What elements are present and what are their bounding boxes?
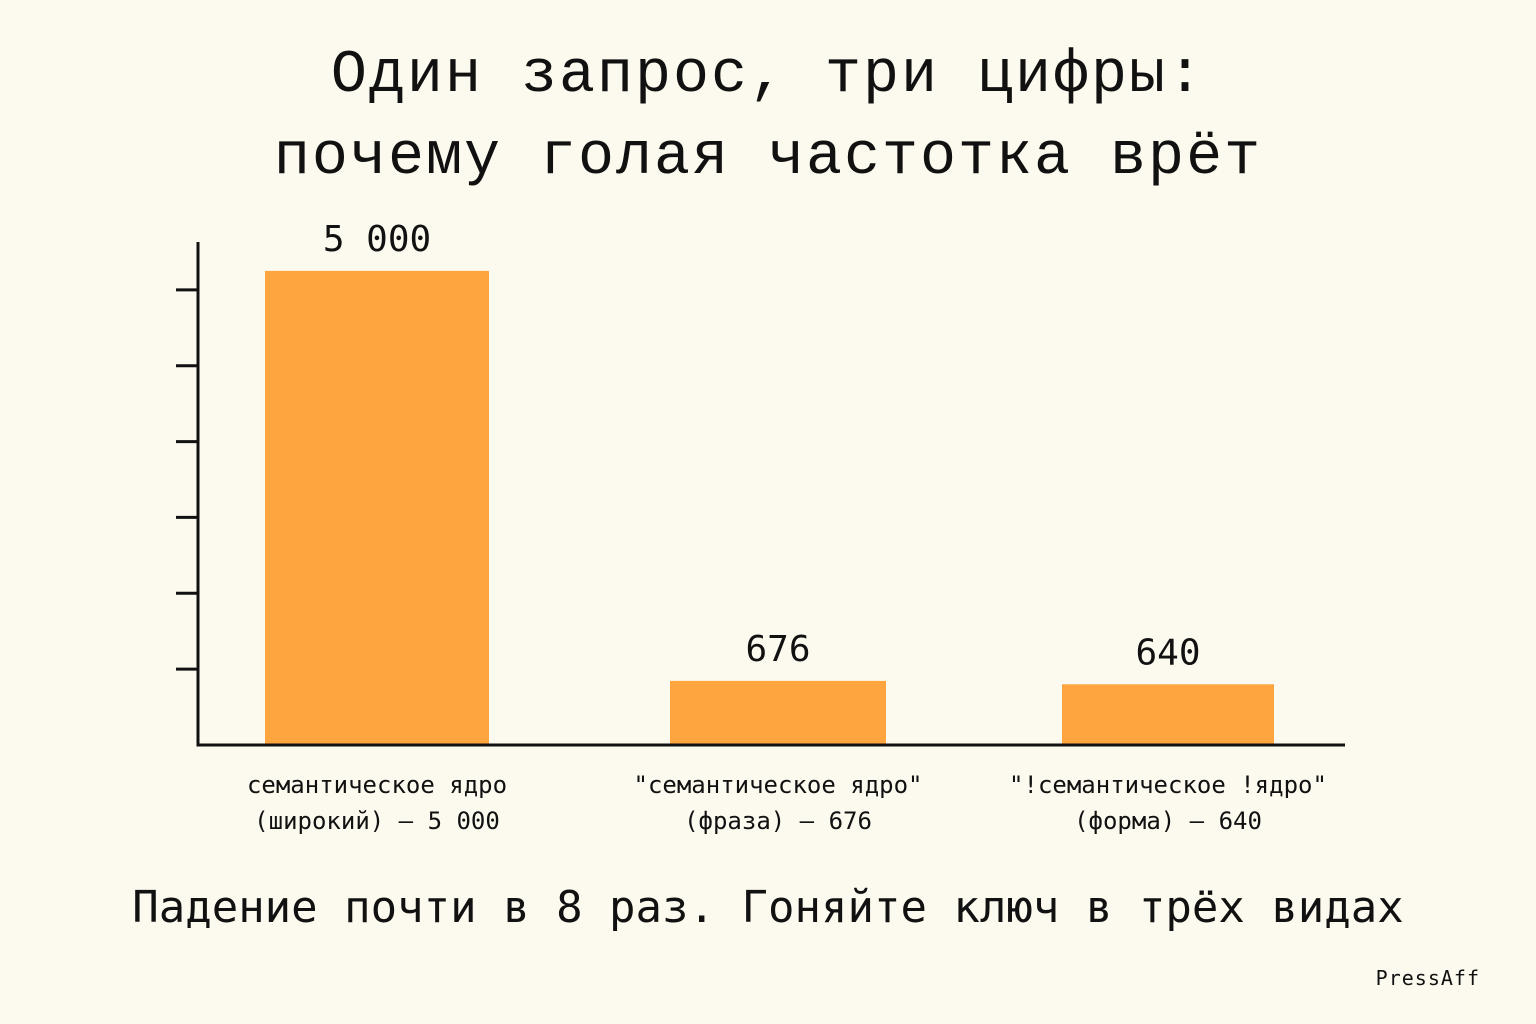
x-tick-label-2-line-2: (фраза) — 676 [684,807,872,835]
brand-watermark: PressAff [1375,966,1480,990]
x-tick-label-3-line-2: (форма) — 640 [1074,807,1262,835]
footer-caption: Падение почти в 8 раз. Гоняйте ключ в тр… [132,882,1404,933]
bar-value-label-2: 676 [745,629,810,670]
bar-value-label-3: 640 [1135,632,1200,673]
bar-1 [265,270,489,745]
x-tick-label-1-line-1: семантическое ядро [246,771,508,799]
bar-3 [1062,684,1274,745]
x-tick-label-1: семантическое ядро (широкий) — 5 000 [167,767,587,839]
x-tick-label-3-line-1: "!семантическое !ядро" [1009,771,1327,799]
chart-title-line-1: Один запрос, три цифры: [330,42,1206,110]
x-tick-label-2-line-1: "семантическое ядро" [633,771,923,799]
bar-2 [670,680,886,745]
x-tick-label-3: "!семантическое !ядро" (форма) — 640 [958,767,1378,839]
x-tick-label-2: "семантическое ядро" (фраза) — 676 [568,767,988,839]
chart-title-line-2: почему голая частотка врёт [273,124,1263,192]
bar-value-label-1: 5 000 [323,219,431,260]
x-tick-label-1-line-2: (широкий) — 5 000 [254,807,500,835]
